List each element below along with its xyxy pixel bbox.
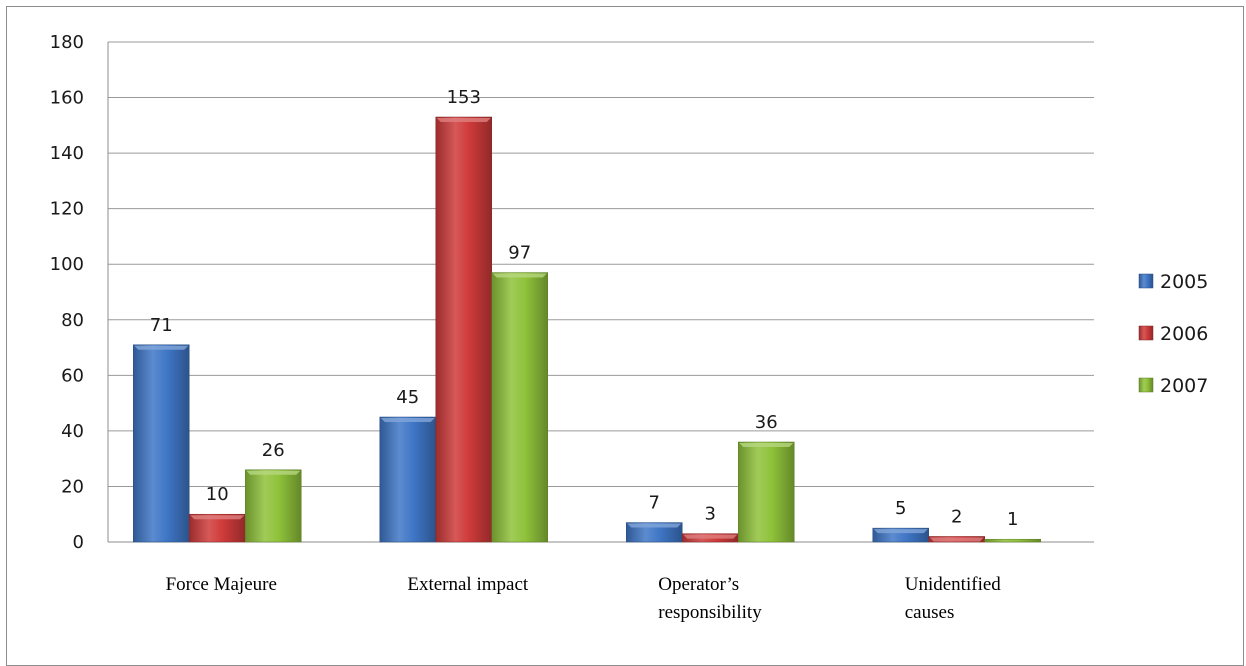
y-tick-label-180: 180 bbox=[50, 32, 84, 53]
bar-bevel-2006-2 bbox=[683, 534, 738, 539]
legend-label-2007: 2007 bbox=[1160, 375, 1208, 397]
bar-2007-1 bbox=[491, 272, 548, 543]
category-label-2-line-1: responsibility bbox=[658, 602, 762, 623]
category-label-0-line-0: Force Majeure bbox=[166, 574, 277, 595]
legend-swatch-2005 bbox=[1138, 273, 1154, 289]
bar-bevel-2006-1 bbox=[436, 118, 491, 122]
data-label-2007-1: 97 bbox=[508, 243, 531, 264]
bar-2007-0 bbox=[245, 469, 302, 543]
y-tick-label-60: 60 bbox=[61, 365, 84, 386]
bar-2007-2 bbox=[738, 441, 795, 543]
bar-2006-1 bbox=[435, 116, 492, 543]
gridlines bbox=[107, 41, 1094, 543]
y-axis-ticks: 0 20 40 60 80 100 120 140 160 180 bbox=[50, 32, 84, 553]
y-tick-label-140: 140 bbox=[50, 143, 84, 164]
bar-bevel-2007-0 bbox=[246, 470, 301, 475]
category-label-3-line-0: Unidentified bbox=[905, 574, 1002, 595]
legend-swatch-2006 bbox=[1138, 325, 1154, 341]
bar-2007-3 bbox=[984, 538, 1041, 543]
bar-bevel-2005-0 bbox=[134, 345, 189, 350]
bar-2005-0 bbox=[133, 344, 190, 543]
y-tick-label-0: 0 bbox=[73, 532, 84, 553]
chart-frame bbox=[6, 6, 1244, 666]
data-label-2005-3: 5 bbox=[895, 498, 906, 519]
data-label-2007-2: 36 bbox=[755, 412, 778, 433]
y-tick-label-120: 120 bbox=[50, 199, 84, 220]
y-tick-label-80: 80 bbox=[61, 310, 84, 331]
data-labels: 71 10 26 45 153 97 7 3 36 5 2 1 bbox=[150, 87, 1019, 530]
data-label-2006-2: 3 bbox=[705, 504, 716, 525]
legend-swatch-2007 bbox=[1138, 377, 1154, 393]
data-label-2007-3: 1 bbox=[1007, 509, 1018, 530]
y-tick-label-40: 40 bbox=[61, 421, 84, 442]
bar-bevel-2007-1 bbox=[492, 273, 547, 278]
bar-bevel-2005-1 bbox=[380, 418, 435, 422]
data-label-2007-0: 26 bbox=[262, 440, 285, 461]
y-tick-label-20: 20 bbox=[61, 476, 84, 497]
bar-bevel-2006-3 bbox=[929, 537, 984, 542]
data-label-2005-2: 7 bbox=[649, 493, 660, 514]
bar-bevel-2007-2 bbox=[739, 443, 794, 447]
data-label-2005-0: 71 bbox=[150, 315, 173, 336]
bar-2005-1 bbox=[379, 416, 436, 543]
bar-bevel-2005-3 bbox=[873, 529, 928, 534]
data-label-2006-1: 153 bbox=[447, 87, 481, 108]
bar-bevel-2005-2 bbox=[627, 523, 682, 528]
legend: 2005 2006 2007 bbox=[1138, 271, 1208, 397]
y-tick-label-100: 100 bbox=[50, 254, 84, 275]
category-labels: Force Majeure External impact Operator’s re… bbox=[166, 574, 1002, 623]
y-tick-label-160: 160 bbox=[50, 88, 84, 109]
bar-bevel-2006-0 bbox=[190, 515, 245, 520]
data-label-2006-0: 10 bbox=[206, 484, 229, 505]
category-label-1-line-0: External impact bbox=[407, 574, 529, 595]
data-label-2006-3: 2 bbox=[951, 506, 962, 527]
data-label-2005-1: 45 bbox=[396, 387, 419, 408]
category-label-3-line-1: causes bbox=[905, 602, 955, 623]
legend-label-2005: 2005 bbox=[1160, 271, 1208, 293]
bars bbox=[133, 116, 1041, 543]
category-label-2-line-0: Operator’s bbox=[658, 574, 739, 595]
legend-label-2006: 2006 bbox=[1160, 323, 1208, 345]
